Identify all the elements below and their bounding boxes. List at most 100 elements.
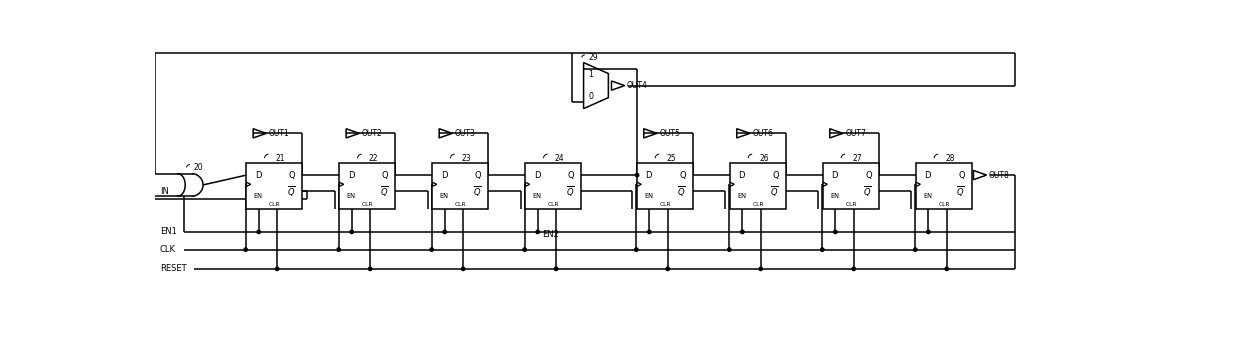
Text: 21: 21: [275, 154, 285, 163]
Text: Q: Q: [959, 171, 965, 179]
Text: EN1: EN1: [160, 227, 176, 236]
Circle shape: [821, 248, 823, 251]
Polygon shape: [433, 182, 436, 187]
Circle shape: [337, 248, 340, 251]
Circle shape: [350, 230, 353, 234]
Text: EN: EN: [737, 193, 746, 199]
Text: Q: Q: [475, 171, 481, 179]
Polygon shape: [247, 182, 250, 187]
Circle shape: [523, 248, 526, 251]
Text: EN: EN: [532, 193, 542, 199]
Text: $\overline{Q}$: $\overline{Q}$: [863, 184, 872, 199]
Circle shape: [536, 230, 539, 234]
Text: D: D: [832, 171, 838, 179]
Circle shape: [759, 267, 763, 270]
Circle shape: [914, 248, 918, 251]
Text: EN: EN: [439, 193, 449, 199]
Bar: [526, 162, 582, 209]
Circle shape: [244, 248, 248, 251]
Text: $\overline{Q}$: $\overline{Q}$: [956, 184, 965, 199]
Text: CLR: CLR: [548, 202, 559, 207]
Text: OUT7: OUT7: [846, 129, 866, 138]
Circle shape: [852, 267, 856, 270]
Circle shape: [926, 230, 930, 234]
Text: Q: Q: [680, 171, 686, 179]
Text: 28: 28: [945, 154, 955, 163]
Text: CLR: CLR: [660, 202, 671, 207]
Circle shape: [728, 248, 732, 251]
Bar: [823, 162, 879, 209]
Text: Q: Q: [568, 171, 574, 179]
Text: OUT6: OUT6: [753, 129, 773, 138]
Text: CLR: CLR: [269, 202, 280, 207]
Text: $\overline{Q}$: $\overline{Q}$: [286, 184, 295, 199]
Text: EN: EN: [644, 193, 653, 199]
Text: 29: 29: [589, 53, 598, 62]
Text: EN: EN: [923, 193, 932, 199]
Text: D: D: [348, 171, 355, 179]
Bar: [247, 162, 303, 209]
Polygon shape: [637, 182, 641, 187]
Text: D: D: [534, 171, 541, 179]
Bar: [916, 162, 972, 209]
Text: OUT2: OUT2: [362, 129, 382, 138]
Text: EN: EN: [830, 193, 839, 199]
Text: $\overline{Q}$: $\overline{Q}$: [565, 184, 574, 199]
Text: 22: 22: [368, 154, 378, 163]
Text: CLK: CLK: [160, 245, 176, 254]
Polygon shape: [340, 182, 343, 187]
Bar: [340, 162, 396, 209]
Text: 27: 27: [852, 154, 862, 163]
Bar: [637, 162, 693, 209]
Text: 25: 25: [666, 154, 676, 163]
Text: Q: Q: [289, 171, 295, 179]
Circle shape: [443, 230, 446, 234]
Circle shape: [461, 267, 465, 270]
Text: 1: 1: [588, 70, 593, 79]
Text: D: D: [925, 171, 931, 179]
Text: CLR: CLR: [753, 202, 764, 207]
Circle shape: [740, 230, 744, 234]
Circle shape: [275, 267, 279, 270]
Text: OUT3: OUT3: [455, 129, 475, 138]
Text: Q: Q: [866, 171, 872, 179]
Text: 0: 0: [588, 92, 593, 101]
Text: D: D: [255, 171, 262, 179]
Text: RESET: RESET: [160, 264, 186, 273]
Text: D: D: [739, 171, 745, 179]
Text: IN: IN: [160, 187, 169, 196]
Text: 26: 26: [759, 154, 769, 163]
Text: 24: 24: [554, 154, 564, 163]
Text: $\overline{Q}$: $\overline{Q}$: [677, 184, 686, 199]
Text: Q: Q: [382, 171, 388, 179]
Circle shape: [635, 173, 639, 177]
Text: 23: 23: [461, 154, 471, 163]
Text: $\overline{Q}$: $\overline{Q}$: [472, 184, 481, 199]
Text: OUT8: OUT8: [990, 171, 1009, 179]
Text: OUT4: OUT4: [627, 81, 647, 90]
Text: OUT5: OUT5: [660, 129, 680, 138]
Circle shape: [430, 248, 434, 251]
Bar: [730, 162, 786, 209]
Polygon shape: [526, 182, 529, 187]
Text: Q: Q: [773, 171, 779, 179]
Circle shape: [257, 230, 260, 234]
Text: $\overline{Q}$: $\overline{Q}$: [379, 184, 388, 199]
Text: EN2: EN2: [542, 230, 558, 239]
Circle shape: [554, 267, 558, 270]
Polygon shape: [730, 182, 734, 187]
Circle shape: [368, 267, 372, 270]
Text: EN: EN: [346, 193, 356, 199]
Circle shape: [666, 267, 670, 270]
Text: D: D: [441, 171, 448, 179]
Text: $\overline{Q}$: $\overline{Q}$: [770, 184, 779, 199]
Polygon shape: [823, 182, 827, 187]
Circle shape: [647, 230, 651, 234]
Circle shape: [635, 248, 639, 251]
Circle shape: [833, 230, 837, 234]
Text: OUT1: OUT1: [269, 129, 289, 138]
Text: 20: 20: [193, 164, 203, 172]
Text: CLR: CLR: [939, 202, 950, 207]
Bar: [433, 162, 489, 209]
Polygon shape: [916, 182, 920, 187]
